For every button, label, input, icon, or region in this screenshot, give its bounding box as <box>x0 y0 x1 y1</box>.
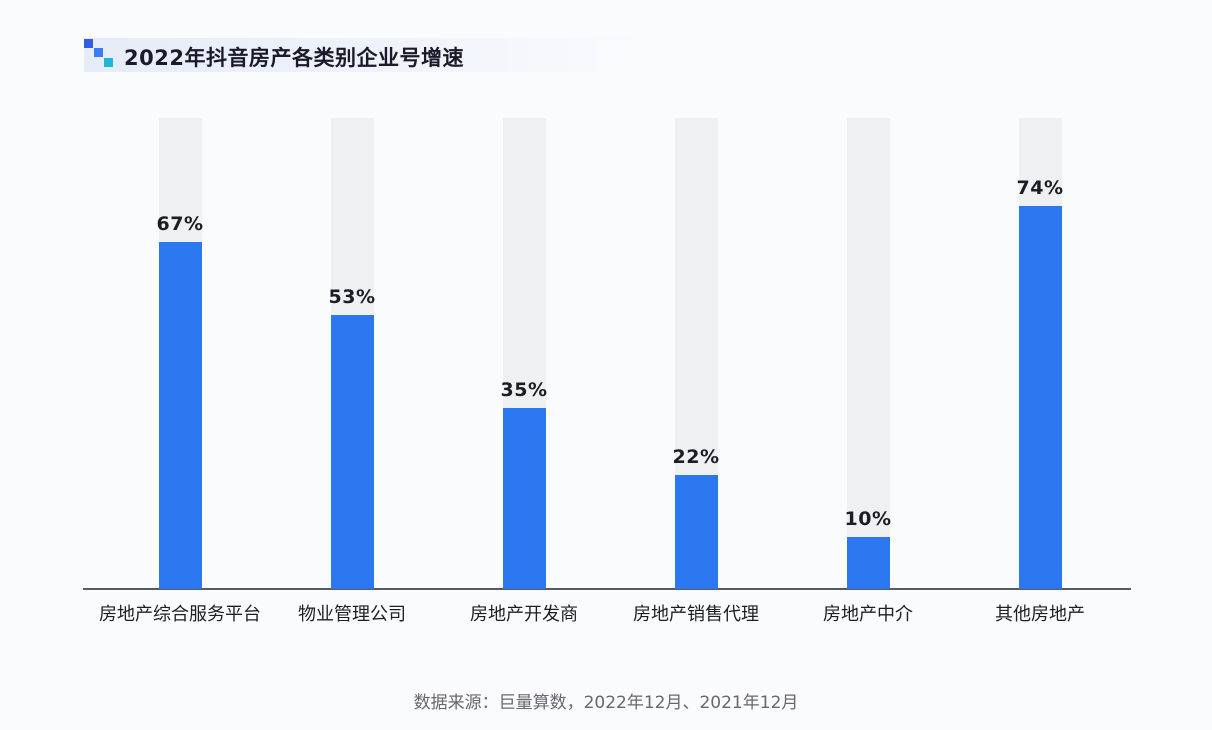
bar-value-label: 35% <box>500 379 548 401</box>
bar-value-label: 22% <box>672 446 720 468</box>
category-label: 其他房地产 <box>995 604 1085 625</box>
chart-header: 2022年抖音房产各类别企业号增速 <box>84 38 644 72</box>
data-source-note: 数据来源：巨量算数，2022年12月、2021年12月 <box>413 693 799 713</box>
bar-track <box>846 118 890 589</box>
bar-fill <box>846 537 890 589</box>
bar-fill <box>330 315 374 589</box>
bar-value-label: 74% <box>1016 177 1064 199</box>
icon-square-1 <box>84 39 93 48</box>
category-label: 房地产中介 <box>823 604 913 625</box>
icon-square-3 <box>104 58 113 67</box>
bar-value-label: 10% <box>844 508 892 530</box>
x-axis-line <box>83 588 1131 590</box>
category-label: 物业管理公司 <box>298 604 406 625</box>
stepped-squares-icon <box>84 38 124 72</box>
bar-fill <box>502 408 546 589</box>
bar-fill <box>158 242 202 589</box>
bar-value-label: 67% <box>156 213 204 235</box>
category-label: 房地产销售代理 <box>633 604 759 625</box>
bar-value-label: 53% <box>328 286 376 308</box>
icon-square-2 <box>94 48 103 57</box>
chart-title: 2022年抖音房产各类别企业号增速 <box>124 46 464 70</box>
bar-fill <box>674 475 718 589</box>
bar-fill <box>1018 206 1062 589</box>
category-label: 房地产开发商 <box>470 604 578 625</box>
category-label: 房地产综合服务平台 <box>99 604 261 625</box>
